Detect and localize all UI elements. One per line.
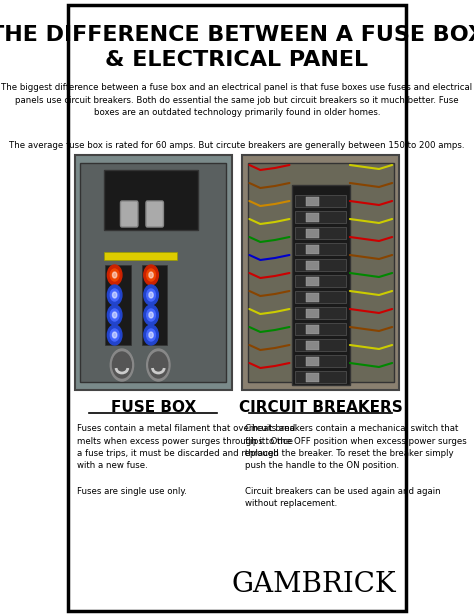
- Circle shape: [146, 289, 155, 301]
- Bar: [306, 309, 319, 318]
- Bar: [306, 373, 319, 382]
- Bar: [81, 163, 226, 382]
- Circle shape: [149, 312, 153, 318]
- Text: CIRCUIT BREAKERS: CIRCUIT BREAKERS: [239, 400, 402, 416]
- Circle shape: [110, 309, 119, 321]
- Bar: [104, 252, 176, 260]
- Text: The biggest difference between a fuse box and an electrical panel is that fuse b: The biggest difference between a fuse bo…: [1, 83, 473, 117]
- Bar: [295, 323, 346, 335]
- Bar: [295, 275, 346, 287]
- Bar: [306, 197, 319, 206]
- FancyBboxPatch shape: [146, 201, 164, 227]
- Circle shape: [144, 265, 158, 285]
- Text: & ELECTRICAL PANEL: & ELECTRICAL PANEL: [105, 50, 369, 70]
- Circle shape: [107, 265, 122, 285]
- Circle shape: [112, 312, 117, 318]
- Circle shape: [149, 352, 168, 378]
- Text: THE DIFFERENCE BETWEEN A FUSE BOX: THE DIFFERENCE BETWEEN A FUSE BOX: [0, 25, 474, 45]
- Circle shape: [149, 332, 153, 338]
- Bar: [295, 371, 346, 383]
- Text: FUSE BOX: FUSE BOX: [110, 400, 196, 416]
- FancyBboxPatch shape: [120, 201, 138, 227]
- Bar: [306, 261, 319, 270]
- Circle shape: [110, 289, 119, 301]
- Bar: [306, 341, 319, 350]
- Bar: [306, 213, 319, 222]
- Bar: [295, 259, 346, 271]
- Bar: [295, 227, 346, 239]
- Bar: [295, 291, 346, 303]
- Bar: [248, 163, 393, 382]
- Circle shape: [112, 272, 117, 278]
- Text: The average fuse box is rated for 60 amps. But circute breakers are generally be: The average fuse box is rated for 60 amp…: [9, 140, 465, 150]
- Bar: [306, 229, 319, 238]
- Bar: [295, 243, 346, 255]
- Circle shape: [112, 352, 131, 378]
- Bar: [295, 355, 346, 367]
- Bar: [142, 265, 167, 345]
- Circle shape: [107, 285, 122, 305]
- Bar: [295, 211, 346, 223]
- Circle shape: [144, 325, 158, 345]
- Bar: [306, 357, 319, 366]
- Circle shape: [149, 272, 153, 278]
- Bar: [306, 325, 319, 334]
- Circle shape: [112, 332, 117, 338]
- Text: Circuit breakers contain a mechanical switch that
flips to the OFF position when: Circuit breakers contain a mechanical sw…: [245, 424, 467, 508]
- Text: GAMBRICK: GAMBRICK: [232, 572, 397, 599]
- Bar: [242, 155, 400, 390]
- Bar: [104, 170, 199, 230]
- Circle shape: [149, 292, 153, 298]
- Bar: [292, 185, 350, 385]
- Bar: [105, 265, 131, 345]
- Bar: [306, 293, 319, 302]
- Bar: [74, 155, 232, 390]
- Circle shape: [110, 349, 134, 381]
- Circle shape: [112, 292, 117, 298]
- Bar: [306, 245, 319, 254]
- Circle shape: [107, 305, 122, 325]
- Bar: [295, 307, 346, 319]
- Circle shape: [110, 329, 119, 341]
- Circle shape: [144, 285, 158, 305]
- Circle shape: [146, 329, 155, 341]
- Bar: [295, 195, 346, 207]
- Bar: [306, 277, 319, 286]
- Text: Fuses contain a metal filament that overheats and
melts when excess power surges: Fuses contain a metal filament that over…: [77, 424, 296, 495]
- Circle shape: [144, 305, 158, 325]
- Circle shape: [110, 269, 119, 281]
- Circle shape: [107, 325, 122, 345]
- Circle shape: [146, 269, 155, 281]
- Circle shape: [146, 309, 155, 321]
- Circle shape: [146, 349, 170, 381]
- Bar: [295, 339, 346, 351]
